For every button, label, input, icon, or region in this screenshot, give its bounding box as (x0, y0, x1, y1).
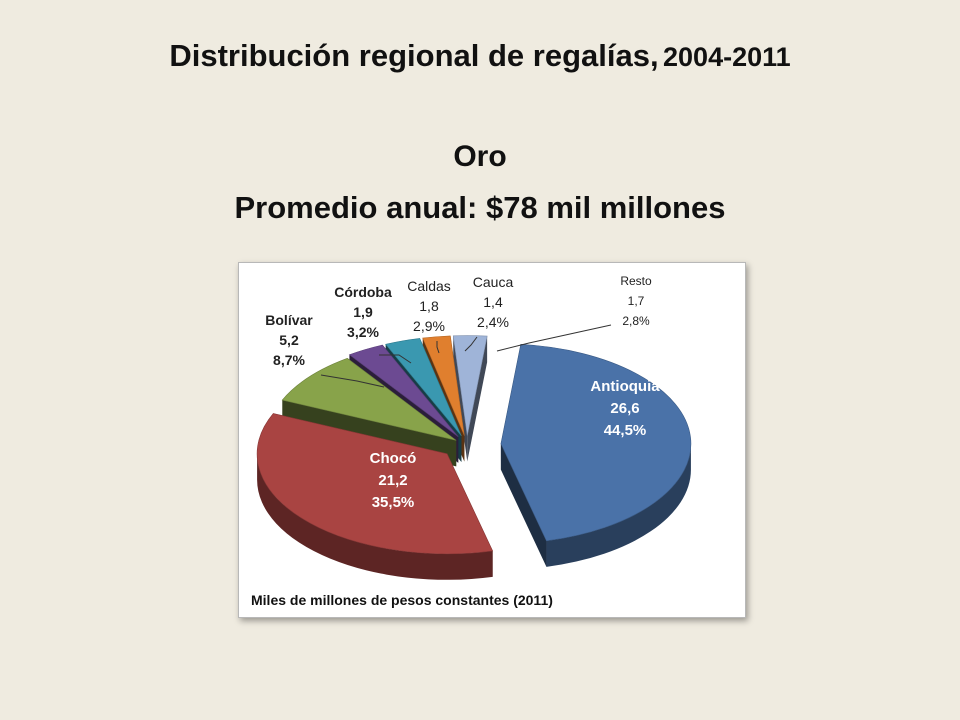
pie-chart-svg: Antioquia 26,6 44,5% Chocó 21,2 35,5% Bolívar 5… (251, 274, 692, 608)
slice-label-value-bolívar: 5,2 (279, 332, 299, 348)
slide-subtitle-mineral: Oro (453, 140, 507, 173)
slice-label-value-cauca: 1,4 (483, 294, 503, 310)
slice-label-percent-caldas: 2,9% (413, 318, 445, 334)
slice-label-value-córdoba: 1,9 (353, 304, 373, 320)
pie-slice-side-antioquia (546, 443, 691, 567)
leader-line-córdoba (379, 354, 412, 364)
slice-label-name-córdoba: Córdoba (334, 284, 392, 300)
slice-label-value-resto: 1,7 (628, 294, 645, 308)
leader-line-resto (496, 324, 612, 352)
slice-label-percent-antioquia: 44,5% (604, 422, 647, 439)
pie-slice-resto (452, 335, 488, 436)
slice-label-value-antioquia: 26,6 (610, 400, 639, 417)
pie-labels: Antioquia 26,6 44,5% Chocó 21,2 35,5% Bolívar 5… (265, 274, 660, 511)
pie-slice-bolívar (281, 358, 457, 441)
slide-title-main: Distribución regional de regalías, (169, 38, 659, 73)
slice-label-percent-córdoba: 3,2% (347, 324, 379, 340)
pie-slice-chocó (256, 413, 494, 555)
slice-label-percent-bolívar: 8,7% (273, 352, 305, 368)
pie-chart: Antioquia 26,6 44,5% Chocó 21,2 35,5% Bolívar 5… (238, 262, 746, 618)
pie-slice-side-chocó (257, 453, 493, 580)
pie-slice-wall-antioquia (500, 443, 547, 567)
slide-subtitle-average: Promedio anual: $78 mil millones (234, 190, 726, 225)
slice-label-name-antioquia: Antioquia (590, 378, 660, 395)
slide-title-years: 2004-2011 (663, 42, 791, 72)
leader-line-bolívar (320, 374, 385, 388)
slice-label-value-chocó: 21,2 (378, 472, 407, 489)
slice-label-value-caldas: 1,8 (419, 298, 439, 314)
slide-title: Distribución regional de regalías, 2004-… (0, 38, 960, 74)
pie-tops (256, 335, 692, 555)
slice-label-name-bolívar: Bolívar (265, 312, 313, 328)
slice-label-percent-resto: 2,8% (622, 314, 650, 328)
pie-slice-córdoba (348, 344, 459, 437)
leader-line-cauca (464, 336, 478, 352)
pie-slice-caldas (385, 338, 462, 437)
pie-leader-lines (320, 324, 612, 388)
slice-label-name-caldas: Caldas (407, 278, 451, 294)
chart-unit-note: Miles de millones de pesos constantes (2… (251, 592, 553, 608)
pie-slice-antioquia (500, 344, 692, 542)
slice-label-name-chocó: Chocó (370, 450, 417, 467)
slice-label-percent-cauca: 2,4% (477, 314, 509, 330)
slice-label-percent-chocó: 35,5% (372, 494, 415, 511)
slice-label-name-cauca: Cauca (473, 274, 514, 290)
pie-slice-cauca (422, 335, 465, 436)
leader-line-caldas (436, 341, 440, 354)
pie-slice-wall-resto (467, 336, 488, 462)
slice-label-name-resto: Resto (620, 274, 652, 288)
